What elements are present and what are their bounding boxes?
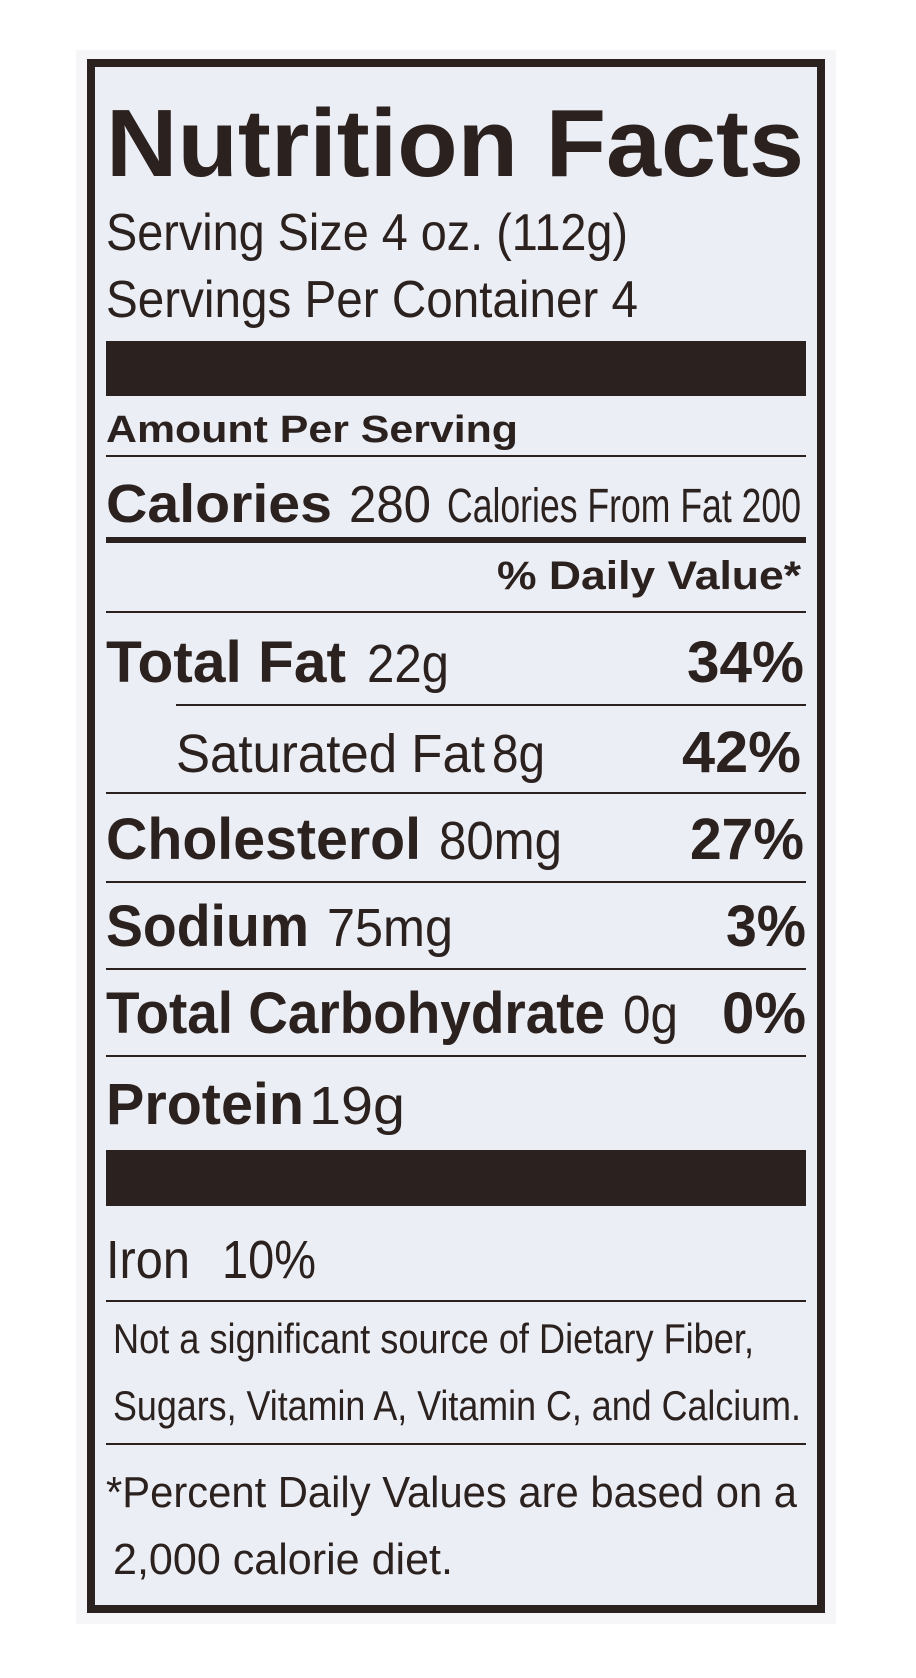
thin-rule (106, 1300, 806, 1302)
nutrient-daily-value: 42% (682, 720, 801, 785)
servings-per-container: Servings Per Container 4 (106, 271, 638, 329)
nutrient-name: Protein (106, 1072, 304, 1137)
thin-rule (106, 792, 806, 794)
nutrient-name: Total Carbohydrate (106, 981, 605, 1046)
thin-rule (106, 881, 806, 883)
thick-rule (106, 1150, 806, 1206)
amount-per-serving: Amount Per Serving (106, 409, 518, 451)
nutrient-name: Sodium (106, 894, 309, 959)
vitamin-name: Iron (106, 1230, 190, 1290)
title: Nutrition Facts (106, 90, 804, 197)
calories-amount: 280 (349, 476, 431, 534)
nutrient-name: Saturated Fat (176, 724, 485, 784)
label-frame (87, 59, 825, 1613)
thin-rule (176, 704, 806, 706)
nutrient-name: Total Fat (106, 630, 346, 695)
nutrient-daily-value: 0% (722, 981, 806, 1046)
serving-size: Serving Size 4 oz. (112g) (106, 204, 628, 262)
medium-rule (106, 537, 806, 543)
nutrient-amount: 80mg (439, 811, 562, 871)
note-line: Not a significant source of Dietary Fibe… (113, 1315, 754, 1362)
footnote-line: *Percent Daily Values are based on a (106, 1468, 798, 1517)
nutrient-name: Cholesterol (106, 807, 421, 872)
thin-rule (106, 611, 806, 613)
nutrient-amount: 0g (623, 985, 678, 1045)
calories-from-fat: Calories From Fat 200 (447, 480, 801, 533)
nutrient-daily-value: 3% (726, 894, 806, 959)
nutrient-daily-value: 34% (687, 630, 804, 695)
daily-value-header: % Daily Value* (497, 554, 801, 598)
nutrient-amount: 19g (309, 1076, 405, 1136)
nutrient-amount: 75mg (327, 898, 453, 958)
footnote-line: 2,000 calorie diet. (113, 1535, 453, 1584)
nutrient-daily-value: 27% (690, 807, 804, 872)
thick-rule (106, 341, 806, 396)
thin-rule (106, 1055, 806, 1057)
nutrient-amount: 8g (492, 724, 545, 784)
vitamin-daily-value: 10% (222, 1230, 316, 1290)
thin-rule (106, 455, 806, 457)
thin-rule (106, 1443, 806, 1445)
note-line: Sugars, Vitamin A, Vitamin C, and Calciu… (113, 1382, 801, 1429)
thin-rule (106, 968, 806, 970)
calories-label: Calories (106, 474, 332, 534)
nutrient-amount: 22g (367, 634, 449, 694)
